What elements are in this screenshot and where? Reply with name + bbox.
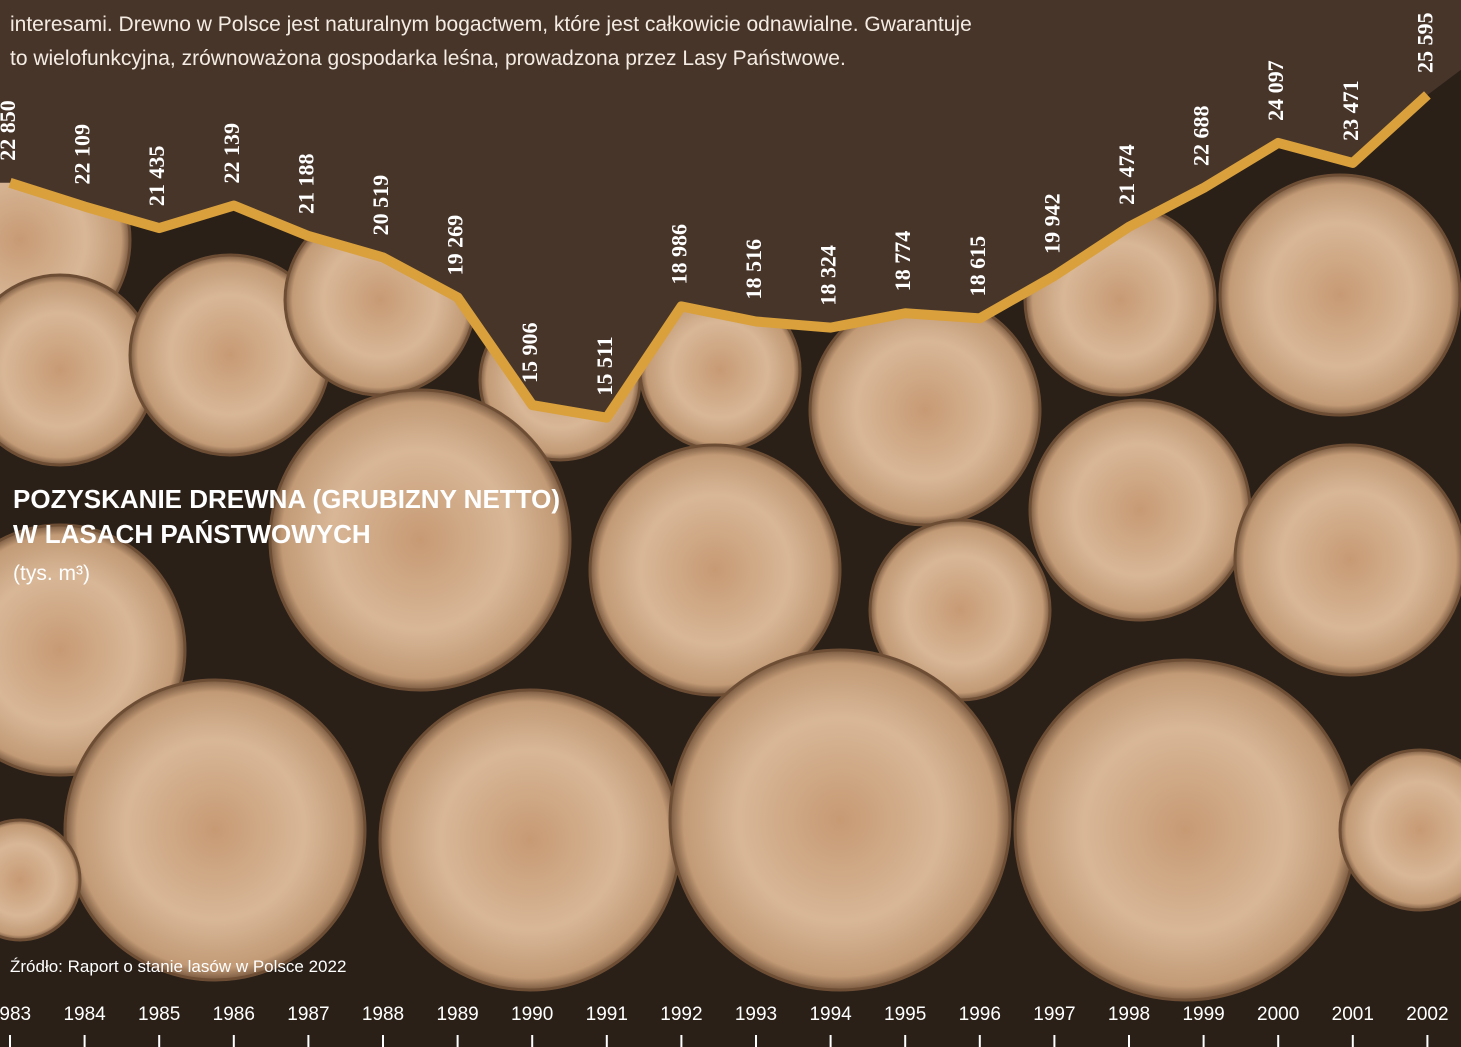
value-label: 22 850 (0, 100, 20, 161)
x-tick-label: 1995 (884, 1004, 926, 1025)
x-tick-label: 1985 (138, 1004, 180, 1025)
value-label: 15 906 (517, 323, 542, 384)
x-tick-label: 1983 (0, 1004, 31, 1025)
x-tick-label: 1986 (213, 1004, 255, 1025)
value-label: 21 435 (144, 146, 169, 207)
x-tick-label: 1992 (660, 1004, 702, 1025)
x-tick-label: 1997 (1033, 1004, 1075, 1025)
x-tick-label: 1984 (63, 1004, 106, 1025)
value-label: 18 774 (890, 231, 915, 292)
value-label: 18 324 (816, 245, 841, 306)
value-label: 20 519 (368, 175, 393, 236)
value-label: 19 942 (1039, 193, 1064, 254)
value-label: 23 471 (1338, 80, 1363, 141)
value-label: 18 986 (666, 224, 691, 285)
log (1235, 445, 1461, 675)
value-label: 21 188 (293, 153, 318, 214)
chart: 22 850 1983 22 109 1984 21 435 1985 22 139 1986… (0, 0, 1461, 1047)
chart-subtitle: (tys. m³) (13, 562, 90, 585)
value-label: 22 109 (70, 124, 95, 185)
x-tick-label: 1987 (287, 1004, 329, 1025)
x-tick-label: 1994 (809, 1004, 852, 1025)
value-label: 18 516 (741, 239, 766, 300)
x-tick-label: 2002 (1406, 1004, 1448, 1025)
x-tick-label: 1990 (511, 1004, 553, 1025)
value-label: 25 595 (1412, 12, 1437, 73)
x-tick-label: 1999 (1182, 1004, 1224, 1025)
value-label: 15 511 (592, 336, 617, 395)
value-label: 21 474 (1114, 144, 1139, 205)
chart-title: W LASACH PAŃSTWOWYCH (13, 519, 371, 549)
value-label: 19 269 (443, 215, 468, 276)
log (1030, 400, 1250, 620)
x-tick-label: 2001 (1332, 1004, 1374, 1025)
value-label: 18 615 (965, 236, 990, 297)
x-tick-label: 1993 (735, 1004, 777, 1025)
intro-text: to wielofunkcyjna, zrównoważona gospodar… (10, 47, 846, 70)
x-tick-label: 1996 (959, 1004, 1001, 1025)
log (1015, 660, 1355, 1000)
x-tick-label: 1991 (586, 1004, 628, 1025)
value-label: 24 097 (1263, 60, 1288, 121)
log (65, 680, 365, 980)
x-tick-label: 2000 (1257, 1004, 1299, 1025)
value-label: 22 139 (219, 123, 244, 184)
log (1220, 175, 1460, 415)
value-label: 22 688 (1189, 105, 1214, 166)
chart-title: POZYSKANIE DREWNA (GRUBIZNY NETTO) (13, 484, 560, 514)
intro-text: interesami. Drewno w Polsce jest natural… (10, 13, 972, 36)
x-tick-label: 1989 (436, 1004, 478, 1025)
source: Źródło: Raport o stanie lasów w Polsce 2… (10, 957, 346, 976)
x-tick-label: 1988 (362, 1004, 404, 1025)
log (670, 650, 1010, 990)
x-tick-label: 1998 (1108, 1004, 1150, 1025)
log (380, 690, 680, 990)
